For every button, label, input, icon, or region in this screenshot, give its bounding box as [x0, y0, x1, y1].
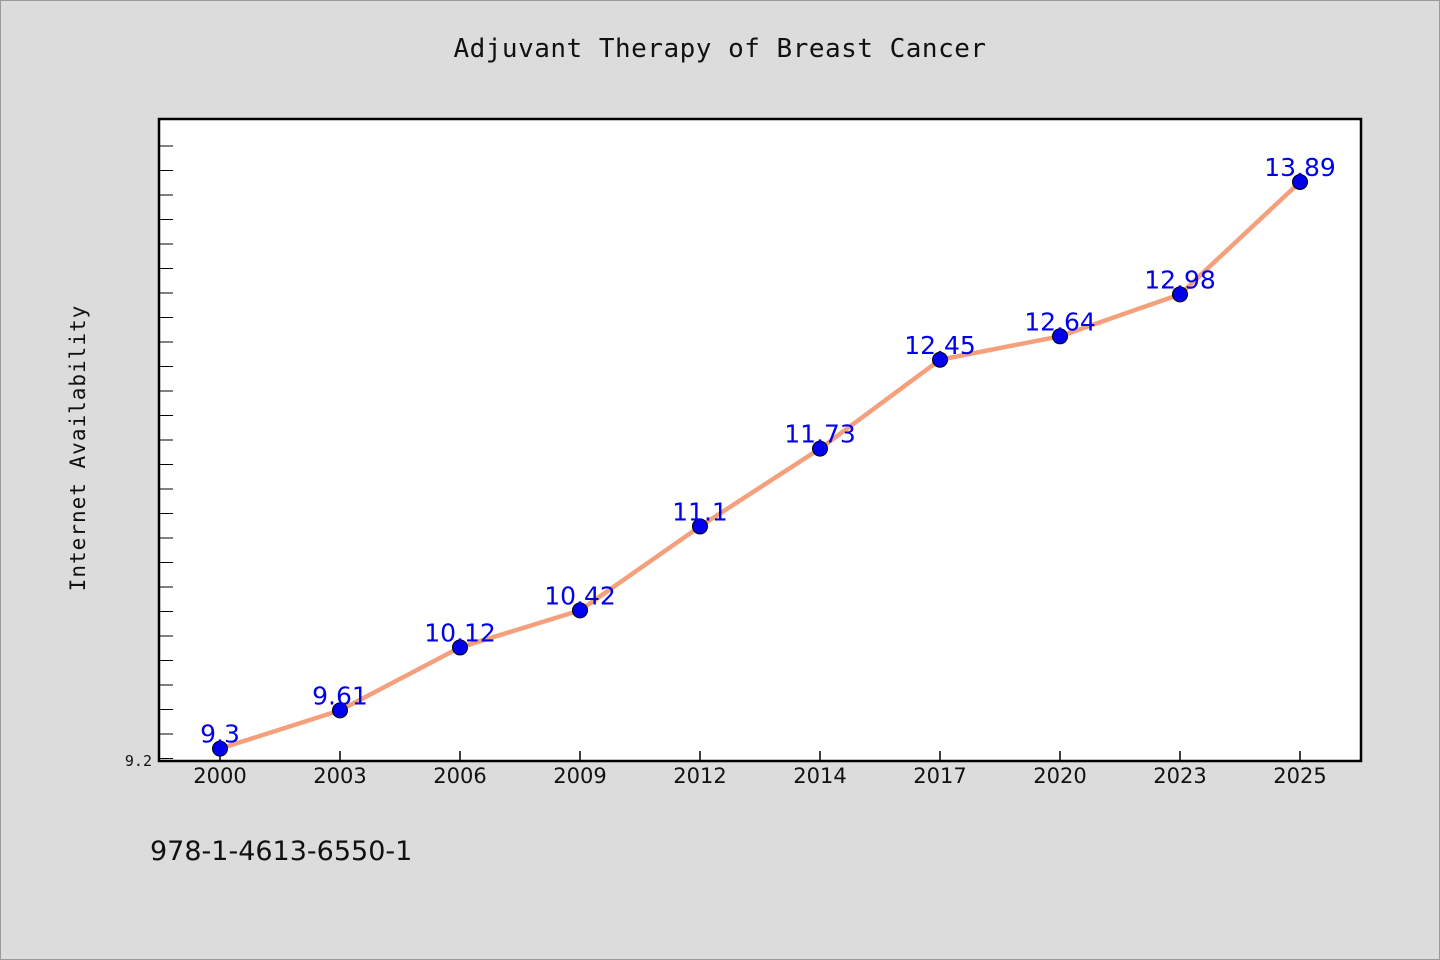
data-point [452, 639, 468, 656]
data-point [1052, 328, 1068, 345]
series-markers [212, 173, 1308, 757]
data-label: 12.45 [904, 331, 976, 360]
data-point [812, 440, 828, 457]
x-tick-label: 2014 [793, 764, 846, 788]
isbn-text: 978-1-4613-6550-1 [150, 836, 413, 867]
x-tick-label: 2017 [913, 764, 966, 788]
series-line [217, 179, 1303, 751]
data-point [1172, 286, 1188, 303]
data-point [932, 351, 948, 368]
x-tick-label: 2012 [673, 764, 726, 788]
x-tick-label: 2025 [1273, 764, 1326, 788]
data-label: 13.89 [1264, 153, 1336, 182]
chart-title: Adjuvant Therapy of Breast Cancer [453, 34, 987, 64]
x-tick-label: 2006 [433, 764, 486, 788]
data-label: 9.3 [200, 720, 240, 749]
data-point [692, 518, 708, 535]
x-tick-label: 2009 [553, 764, 606, 788]
data-label: 12.98 [1144, 265, 1216, 294]
data-label: 11.73 [784, 420, 856, 449]
data-label: 10.42 [544, 581, 616, 610]
data-point [332, 702, 348, 719]
x-tick-label: 2020 [1033, 764, 1086, 788]
x-tick-label: 2000 [193, 764, 246, 788]
plot-area [157, 117, 1363, 763]
data-point [572, 602, 588, 619]
x-tick-label: 2003 [313, 764, 366, 788]
data-label: 10.12 [424, 618, 496, 647]
data-labels: 9.3 9.61 10.12 10.42 11.1 11.73 12.45 12.64 12.9… [200, 153, 1336, 749]
x-axis-ticks: 2000 2003 2006 2009 2012 2014 2017 2020 2023 2025 [193, 751, 1327, 788]
series-line-group [217, 179, 1303, 751]
data-label: 12.64 [1024, 307, 1096, 336]
y-minor-ticks [159, 145, 173, 759]
y-tick-label: 9.2 [125, 752, 152, 770]
data-label: 9.61 [312, 681, 368, 710]
data-label: 11.1 [672, 497, 728, 526]
y-axis-ticks: 9.2 [125, 752, 152, 770]
x-tick-label: 2023 [1153, 764, 1206, 788]
data-point [1292, 173, 1308, 190]
data-point [212, 740, 228, 757]
